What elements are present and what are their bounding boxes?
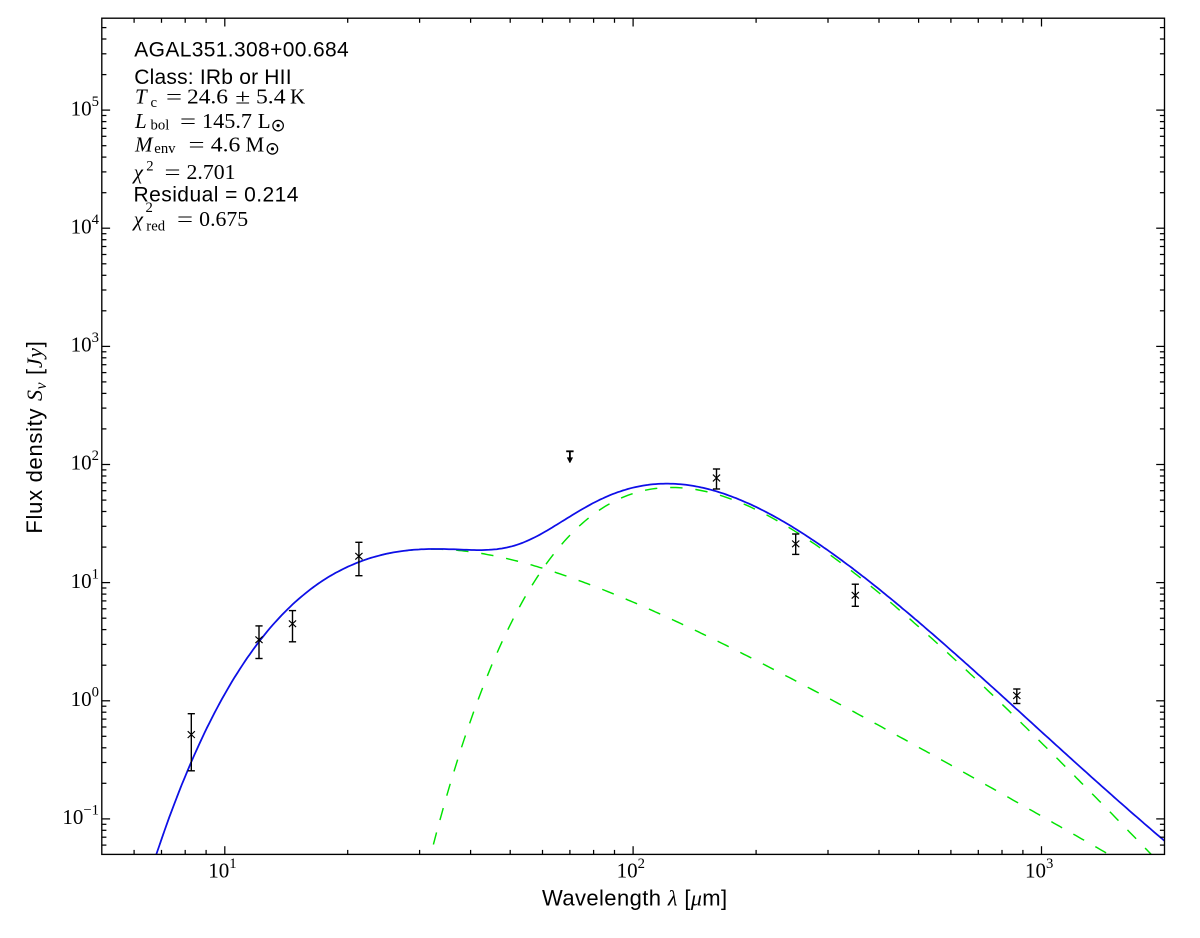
svg-text:AGAL351.308+00.684: AGAL351.308+00.684 [134, 39, 349, 62]
svg-text:10−1: 10−1 [62, 803, 99, 830]
svg-text:103: 103 [71, 330, 99, 357]
svg-text:100: 100 [71, 685, 99, 712]
svg-text:Wavelength λ [μm]: Wavelength λ [μm] [542, 885, 728, 910]
svg-text:χ2=2.701: χ 2 = 2.701 [132, 158, 236, 184]
svg-text:105: 105 [71, 94, 99, 121]
svg-text:101: 101 [71, 566, 99, 593]
svg-text:Flux density Sν [Jy]: Flux density Sν [Jy] [22, 340, 50, 533]
svg-text:104: 104 [71, 212, 100, 239]
svg-text:Tc=24.6±5.4K: Tc = 24.6 ±5.4 K [135, 84, 305, 111]
svg-text:Class: IRb or HII: Class: IRb or HII [134, 66, 291, 89]
svg-text:Residual = 0.214: Residual = 0.214 [134, 184, 299, 207]
svg-text:102: 102 [71, 448, 99, 475]
